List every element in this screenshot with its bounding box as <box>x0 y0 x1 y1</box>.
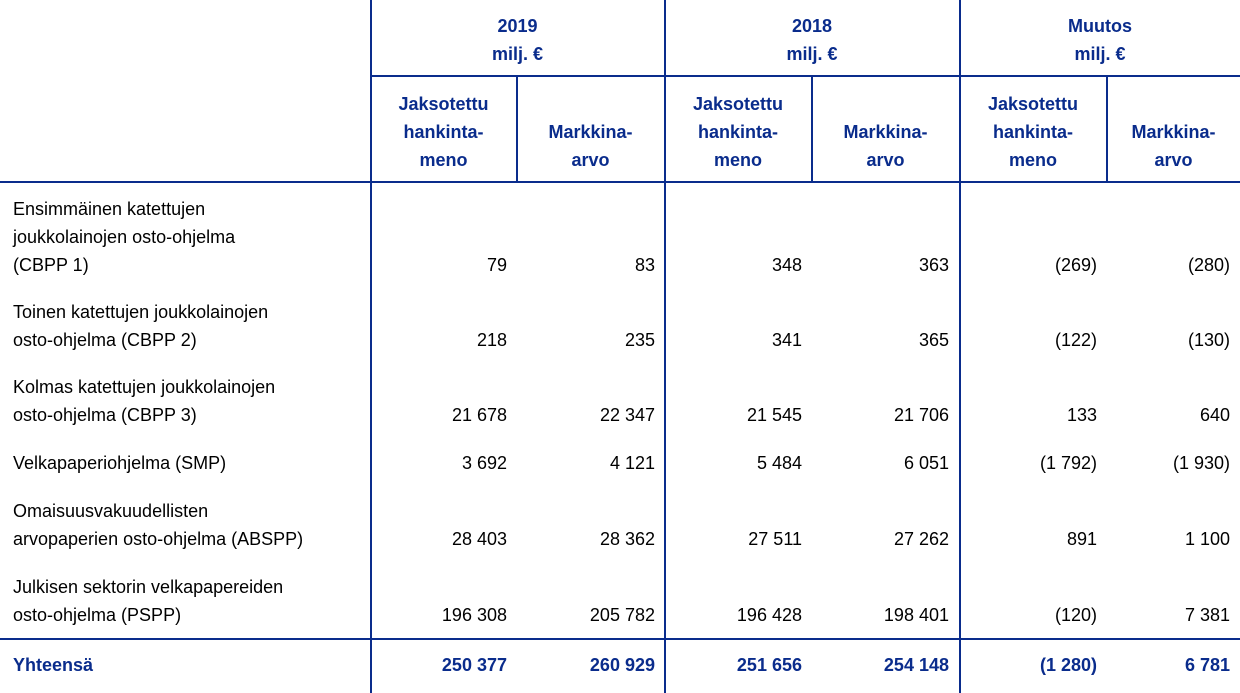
divider <box>664 0 666 693</box>
table-cell: 21 545 <box>746 405 802 425</box>
subheader-market-value: Markkina-arvo <box>548 122 633 170</box>
table-cell: (269) <box>1054 255 1097 275</box>
subheader-amortised-cost: Jaksotettu hankinta-meno <box>398 94 489 170</box>
table-cell: 1 100 <box>1184 529 1230 549</box>
total-cell: 6 781 <box>1184 655 1230 675</box>
table-cell: 640 <box>1199 405 1230 425</box>
table-cell: 6 051 <box>903 453 949 473</box>
subheader-amortised-cost: Jaksotettu hankinta-meno <box>692 94 784 170</box>
subheader-market-value: Markkina-arvo <box>843 122 928 170</box>
table-cell: 198 401 <box>883 605 949 625</box>
table-cell: 3 692 <box>461 453 507 473</box>
table-cell: 196 308 <box>441 605 507 625</box>
table-cell: 196 428 <box>736 605 802 625</box>
row-label-cbpp1: Ensimmäinen katettujen joukkolainojen ost… <box>13 199 236 275</box>
table-cell: 348 <box>771 255 802 275</box>
table-cell: (1 792) <box>1039 453 1097 473</box>
table-cell: 218 <box>476 330 507 350</box>
table-cell: 28 362 <box>599 529 655 549</box>
table-cell: (122) <box>1054 330 1097 350</box>
divider <box>811 76 813 182</box>
table-cell: 5 484 <box>756 453 802 473</box>
table-cell: (120) <box>1054 605 1097 625</box>
table-cell: 21 678 <box>451 405 507 425</box>
table-cell: 79 <box>486 255 507 275</box>
divider <box>959 0 961 693</box>
row-label-abspp: Omaisuusvakuudellisten arvopaperien osto-… <box>13 501 304 549</box>
year-header-2019: 2019 milj. € <box>491 16 544 64</box>
table-cell: 365 <box>918 330 949 350</box>
table-cell: 7 381 <box>1184 605 1230 625</box>
total-cell: 251 656 <box>736 655 802 675</box>
table-cell: 4 121 <box>609 453 655 473</box>
table-cell: 341 <box>771 330 802 350</box>
row-label-cbpp2: Toinen katettujen joukkolainojen osto-ohj… <box>13 302 269 350</box>
total-cell: 260 929 <box>589 655 655 675</box>
table-cell: 235 <box>624 330 655 350</box>
divider <box>370 75 1240 77</box>
row-label-cbpp3: Kolmas katettujen joukkolainojen osto-ohj… <box>13 377 276 425</box>
table-cell: 21 706 <box>893 405 949 425</box>
table-cell: (130) <box>1187 330 1230 350</box>
divider <box>0 181 1240 183</box>
table-cell: 22 347 <box>599 405 655 425</box>
subheader-market-value: Markkina-arvo <box>1131 122 1216 170</box>
total-cell: 254 148 <box>883 655 949 675</box>
divider <box>1106 76 1108 182</box>
table-cell: 28 403 <box>451 529 507 549</box>
divider <box>516 76 518 182</box>
table-cell: (280) <box>1187 255 1230 275</box>
divider <box>0 638 1240 640</box>
year-header-change: Muutos milj. € <box>1068 16 1132 64</box>
table-cell: 27 511 <box>748 529 802 549</box>
divider <box>370 0 372 693</box>
row-label-smp: Velkapaperiohjelma (SMP) <box>13 453 227 473</box>
table-cell: (1 930) <box>1172 453 1230 473</box>
total-cell: (1 280) <box>1039 655 1097 675</box>
table-cell: 363 <box>918 255 949 275</box>
year-header-2018: 2018 milj. € <box>786 16 838 64</box>
table-cell: 83 <box>634 255 655 275</box>
table-cell: 205 782 <box>589 605 655 625</box>
row-label-pspp: Julkisen sektorin velkapapereiden osto-oh… <box>13 577 284 625</box>
total-cell: 250 377 <box>441 655 507 675</box>
table-cell: 27 262 <box>893 529 949 549</box>
subheader-amortised-cost: Jaksotettu hankinta-meno <box>987 94 1079 170</box>
total-label: Yhteensä <box>13 655 94 675</box>
table-cell: 133 <box>1066 405 1097 425</box>
table-cell: 891 <box>1066 529 1097 549</box>
